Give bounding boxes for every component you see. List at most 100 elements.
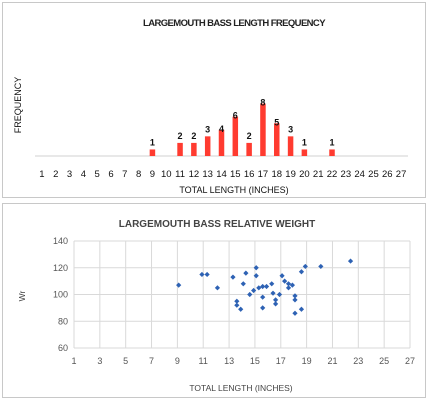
x-tick-label: 17 xyxy=(276,356,286,366)
x-tick-label: 25 xyxy=(368,169,379,180)
x-tick-label: 5 xyxy=(95,169,100,180)
data-point xyxy=(282,278,288,284)
data-point xyxy=(214,285,221,291)
x-tick-label: 7 xyxy=(149,356,154,366)
x-axis-label: TOTAL LENGTH (INCHES) xyxy=(179,185,288,195)
bar-17 xyxy=(260,103,266,156)
x-tick-label: 21 xyxy=(327,356,337,366)
x-tick-label: 27 xyxy=(405,356,415,366)
data-point xyxy=(292,310,298,316)
data-point xyxy=(276,291,283,298)
data-label-9: 1 xyxy=(150,137,155,147)
x-tick-label: 11 xyxy=(175,169,185,180)
data-label-14: 4 xyxy=(219,124,224,134)
data-label-19: 3 xyxy=(288,124,293,134)
x-tick-label: 25 xyxy=(379,356,389,366)
x-tick-label: 12 xyxy=(189,169,200,180)
gridlines-group xyxy=(73,240,411,349)
bar-15 xyxy=(232,116,239,156)
chart-title: LARGEMOUTH BASS LENGTH FREQUENCY xyxy=(143,18,326,29)
data-point xyxy=(260,305,266,311)
x-tick-label: 22 xyxy=(327,169,338,180)
x-tick-label: 10 xyxy=(161,169,172,180)
data-point xyxy=(240,281,246,287)
y-axis-label: FREQUENCY xyxy=(13,77,23,134)
x-axis-label: TOTAL LENGTH (INCHES) xyxy=(189,383,292,393)
data-label-12: 2 xyxy=(191,131,196,141)
data-point xyxy=(298,306,305,312)
x-tick-label: 4 xyxy=(81,169,86,180)
data-point xyxy=(253,273,259,279)
data-label-15: 6 xyxy=(233,111,238,121)
x-tick-label: 19 xyxy=(302,356,312,366)
x-tick-label: 26 xyxy=(382,169,393,180)
data-point xyxy=(243,270,249,276)
bar-14 xyxy=(218,129,225,156)
data-point xyxy=(247,291,253,298)
x-tick-label: 15 xyxy=(250,356,260,366)
data-point xyxy=(199,271,205,278)
data-label-16: 2 xyxy=(247,131,252,141)
data-point xyxy=(263,283,270,290)
x-tick-label: 13 xyxy=(202,169,213,180)
data-point xyxy=(285,285,292,291)
x-tick-label: 24 xyxy=(354,169,365,180)
x-tick-label: 13 xyxy=(224,356,234,366)
data-point xyxy=(251,287,257,294)
data-point xyxy=(253,265,259,271)
data-point xyxy=(285,281,292,287)
data-point xyxy=(273,301,279,307)
length-frequency-chart-panel: LARGEMOUTH BASS LENGTH FREQUENCY FREQUEN… xyxy=(2,2,426,198)
x-tick-label: 7 xyxy=(122,169,127,180)
data-point xyxy=(273,297,279,303)
x-tick-label: 19 xyxy=(285,169,296,180)
relative-weight-chart: LARGEMOUTH BASS RELATIVE WEIGHT Wr TOTAL… xyxy=(17,219,415,393)
bar-12 xyxy=(191,142,197,156)
data-point xyxy=(256,285,262,291)
y-tick-label: 140 xyxy=(53,236,68,246)
data-point xyxy=(298,269,305,275)
data-label-22: 1 xyxy=(330,137,335,147)
x-tick-label: 8 xyxy=(136,169,141,180)
length-frequency-chart: LARGEMOUTH BASS LENGTH FREQUENCY FREQUEN… xyxy=(13,18,408,195)
data-point xyxy=(289,282,295,288)
bar-9 xyxy=(149,149,156,156)
x-tick-label: 3 xyxy=(97,356,102,366)
x-tick-label: 23 xyxy=(341,169,352,180)
data-label-11: 2 xyxy=(178,131,183,141)
data-point xyxy=(234,302,240,308)
x-tick-labels-group: 1 3 5 7 9 11 13 15 17 19 21 23 25 27 xyxy=(71,356,415,366)
relative-weight-chart-panel: LARGEMOUTH BASS RELATIVE WEIGHT Wr TOTAL… xyxy=(2,203,426,398)
bar-16 xyxy=(246,142,252,156)
data-point xyxy=(238,306,244,312)
data-point xyxy=(230,274,236,280)
x-tick-label: 15 xyxy=(230,169,241,180)
x-tick-label: 2 xyxy=(53,169,58,180)
x-tick-label: 5 xyxy=(123,356,128,366)
data-point xyxy=(347,258,354,264)
data-point xyxy=(279,273,285,279)
y-tick-label: 60 xyxy=(58,343,68,353)
y-tick-label: 80 xyxy=(58,316,68,326)
data-point xyxy=(260,294,266,300)
bar-22 xyxy=(329,149,335,156)
x-tick-label: 16 xyxy=(244,169,255,180)
x-tick-label: 17 xyxy=(258,169,269,180)
data-point xyxy=(204,271,210,278)
data-label-20: 1 xyxy=(302,137,307,147)
y-tick-label: 120 xyxy=(53,263,68,273)
x-tick-label: 6 xyxy=(108,169,113,180)
x-tick-label: 3 xyxy=(67,169,72,180)
data-point xyxy=(234,298,240,304)
data-point xyxy=(176,282,182,288)
x-tick-label: 1 xyxy=(39,169,44,180)
data-point xyxy=(292,297,298,303)
x-tick-label: 11 xyxy=(199,356,208,366)
x-tick-label: 9 xyxy=(150,169,155,180)
x-tick-label: 23 xyxy=(353,356,363,366)
y-axis-label: Wr xyxy=(17,290,27,301)
x-tick-label: 27 xyxy=(396,169,407,180)
x-tick-label: 9 xyxy=(175,356,180,366)
data-label-18: 5 xyxy=(274,117,279,127)
